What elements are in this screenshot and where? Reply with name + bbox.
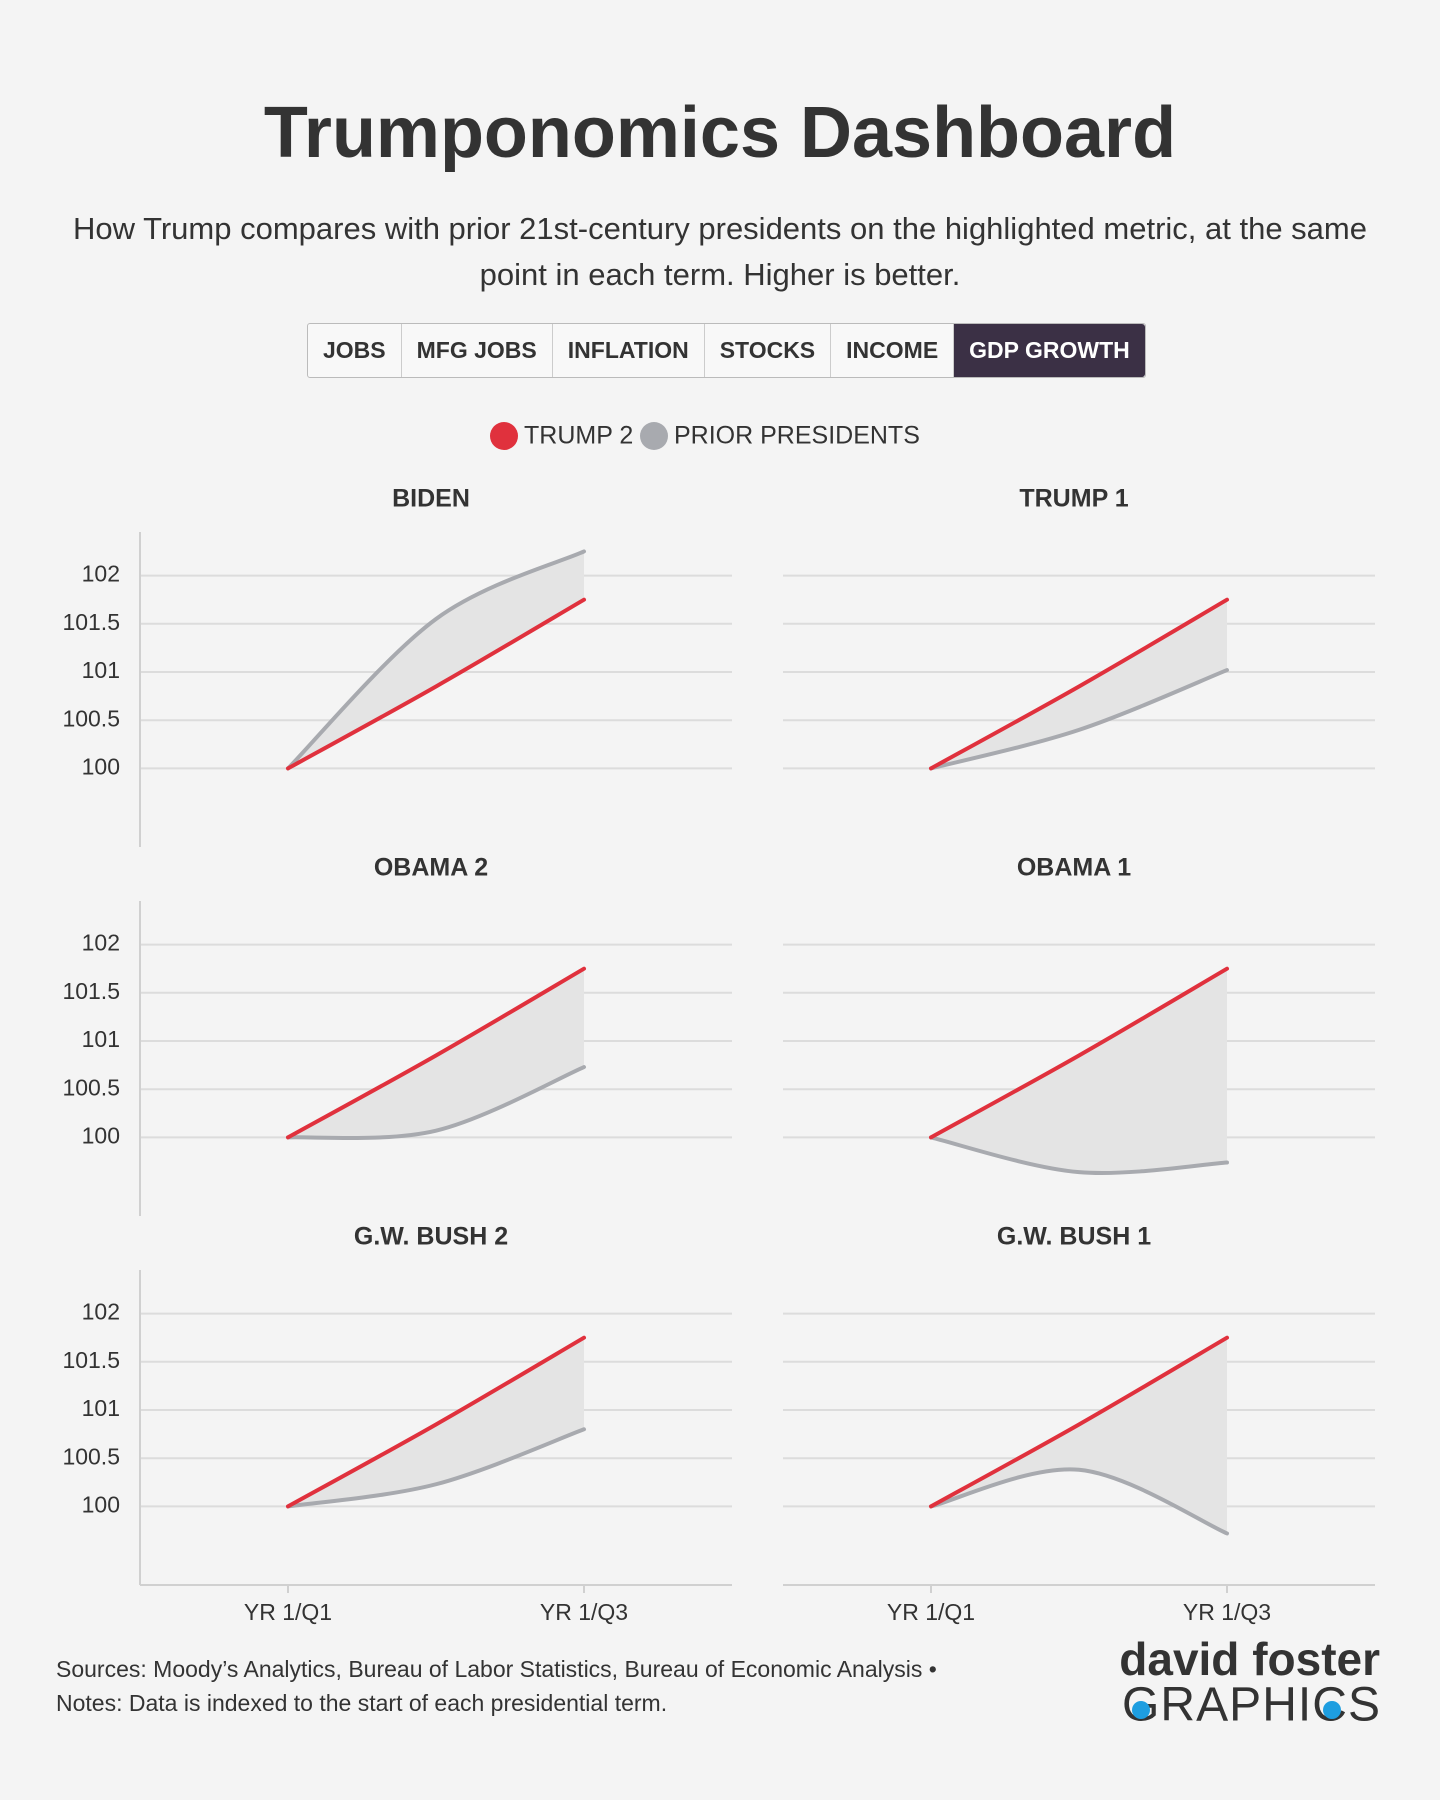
series-line [929, 668, 1229, 771]
gap-area [931, 599, 1227, 769]
legend-swatch [490, 422, 518, 450]
y-tick-label: 100.5 [62, 705, 120, 731]
chart-title: BIDEN [392, 485, 470, 513]
chart: G.W. BUSH 1 YR 1/Q1 YR 1/Q3 [783, 1223, 1375, 1625]
chart: TRUMP 1 [783, 485, 1375, 771]
y-tick-label: 102 [82, 561, 120, 587]
series-line [286, 966, 586, 1140]
series-line [929, 1135, 1229, 1176]
series-line [286, 597, 586, 771]
series-line [286, 549, 586, 771]
sources: Sources: Moody’s Analytics, Bureau of La… [56, 1656, 937, 1682]
chart: BIDEN 100 100.5 101 101.5 102 [62, 485, 732, 847]
logo-dot [1323, 1701, 1341, 1719]
chart-title: G.W. BUSH 2 [354, 1223, 508, 1251]
x-tick-label: YR 1/Q1 [244, 1599, 332, 1625]
chart-title: G.W. BUSH 1 [997, 1223, 1151, 1251]
y-tick-label: 100 [82, 754, 120, 780]
y-tick-label: 101 [82, 1395, 120, 1421]
chart-title: TRUMP 1 [1019, 485, 1128, 513]
gap-area [288, 551, 584, 769]
y-tick-label: 101 [82, 657, 120, 683]
x-tick-label: YR 1/Q3 [540, 1599, 628, 1625]
y-tick-label: 100 [82, 1492, 120, 1518]
y-tick-label: 102 [82, 1299, 120, 1325]
y-tick-label: 101.5 [62, 978, 120, 1004]
legend-label: PRIOR PRESIDENTS [674, 422, 920, 450]
series-line [929, 597, 1229, 771]
series-line [286, 1065, 586, 1141]
tab[interactable]: STOCKS [703, 324, 830, 377]
tab[interactable]: INFLATION [551, 324, 704, 377]
chart: OBAMA 2 100 100.5 101 101.5 102 [62, 854, 732, 1216]
tab[interactable]: INCOME [830, 324, 953, 377]
chart-title: OBAMA 2 [374, 854, 488, 882]
series-line [929, 1467, 1229, 1536]
y-tick-label: 101.5 [62, 609, 120, 635]
y-tick-label: 101.5 [62, 1347, 120, 1373]
notes: Notes: Data is indexed to the start of e… [56, 1690, 668, 1716]
series-line [929, 966, 1229, 1140]
chart: OBAMA 1 [783, 854, 1375, 1176]
tab[interactable]: JOBS [323, 337, 386, 363]
y-tick-label: 100.5 [62, 1443, 120, 1469]
legend-label: TRUMP 2 [524, 422, 633, 450]
tab-bar: JOBS MFG JOBS INFLATION STOCKS INCOME GDP GRO… [307, 323, 1146, 378]
series-line [286, 1335, 586, 1509]
gap-area [288, 1337, 584, 1507]
x-tick-label: YR 1/Q1 [887, 1599, 975, 1625]
chart: G.W. BUSH 2 100 100.5 101 101.5 102 YR 1/Q1 YR … [62, 1223, 732, 1625]
y-tick-label: 100 [82, 1123, 120, 1149]
logo-text: david foster [1119, 1633, 1380, 1685]
y-tick-label: 101 [82, 1026, 120, 1052]
footer: Sources: Moody’s Analytics, Bureau of La… [56, 1652, 937, 1720]
logo-dot [1132, 1701, 1150, 1719]
gap-area [931, 968, 1227, 1174]
y-tick-label: 102 [82, 930, 120, 956]
series-line [929, 1335, 1229, 1509]
tab[interactable]: GDP GROWTH [953, 324, 1145, 377]
series-line [286, 1427, 586, 1509]
page-title: Trumponomics Dashboard [263, 93, 1177, 173]
x-tick-label: YR 1/Q3 [1183, 1599, 1271, 1625]
legend: TRUMP 2 PRIOR PRESIDENTS [490, 422, 920, 450]
tab[interactable]: MFG JOBS [400, 324, 552, 377]
gap-area [288, 968, 584, 1139]
chart-title: OBAMA 1 [1017, 854, 1131, 882]
subtitle: How Trump compares with prior 21st-centu… [73, 211, 1367, 292]
y-tick-label: 100.5 [62, 1074, 120, 1100]
logo-text: GRAPHICS [1122, 1679, 1380, 1732]
gap-area [931, 1337, 1227, 1534]
legend-swatch [640, 422, 668, 450]
